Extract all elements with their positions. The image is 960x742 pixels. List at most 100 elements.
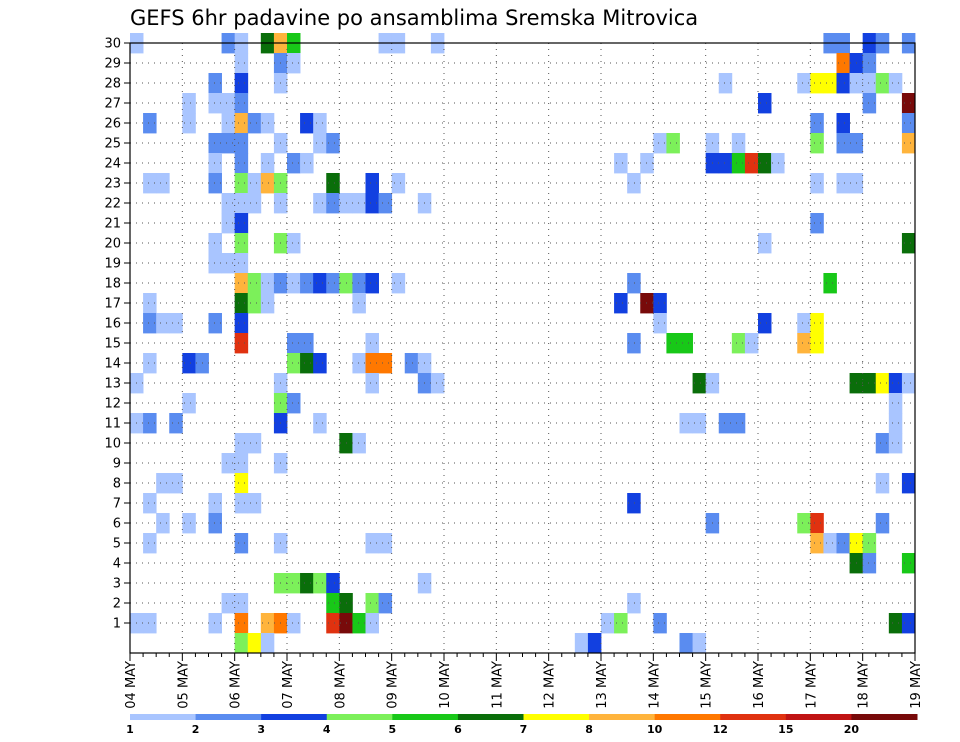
precip-cell (235, 213, 248, 233)
legend-label: 4 (323, 723, 331, 736)
precip-cell (209, 173, 222, 193)
precip-cell (235, 233, 248, 253)
x-tick-label: 07 MAY (281, 661, 296, 709)
x-axis: 04 MAY 05 MAY 06 MAY 07 MAY 08 MAY 09 MAY 10 M… (124, 653, 924, 709)
precip-cell (313, 353, 326, 373)
precip-cell (680, 413, 693, 433)
precip-cell (889, 413, 902, 433)
legend-label: 10 (647, 723, 663, 736)
y-tick-label: 30 (104, 37, 121, 52)
precip-cell (209, 253, 222, 273)
x-tick-label: 09 MAY (386, 661, 401, 709)
y-tick-label: 25 (104, 137, 121, 152)
legend-swatch (392, 714, 458, 720)
y-tick-label: 1 (113, 617, 121, 632)
y-tick-label: 9 (113, 457, 121, 472)
precip-cell (902, 553, 915, 573)
precip-cell (235, 333, 248, 353)
precip-cell (823, 533, 836, 553)
precip-cell (313, 113, 326, 133)
legend-swatch (327, 714, 393, 720)
precip-cell (209, 513, 222, 533)
precip-cell (300, 273, 313, 293)
precip-cell (680, 333, 693, 353)
precip-cell (169, 473, 182, 493)
y-tick-label: 8 (113, 477, 121, 492)
legend-swatch (720, 714, 786, 720)
legend-label: 20 (844, 723, 860, 736)
precip-cell (575, 633, 588, 653)
legend-label: 1 (126, 723, 134, 736)
x-tick-label: 17 MAY (804, 661, 819, 709)
precip-cell (627, 493, 640, 513)
precip-cell (771, 153, 784, 173)
precip-cell (902, 473, 915, 493)
precip-cell (313, 273, 326, 293)
precip-cell (169, 313, 182, 333)
y-tick-label: 27 (104, 97, 121, 112)
y-tick-label: 22 (104, 197, 121, 212)
precip-cell (810, 73, 823, 93)
precip-cell (627, 173, 640, 193)
precip-cell (313, 133, 326, 153)
precip-cell (352, 353, 365, 373)
precip-cell (732, 133, 745, 153)
precip-cell (810, 173, 823, 193)
precip-cell (693, 633, 706, 653)
precip-cell (902, 93, 915, 113)
precip-cell (627, 273, 640, 293)
y-tick-label: 4 (113, 557, 121, 572)
precip-cell (889, 433, 902, 453)
precip-cell (300, 333, 313, 353)
color-legend: 1 2 3 4 5 6 7 8 10 12 15 20 (126, 714, 917, 736)
precip-cell (235, 313, 248, 333)
legend-swatch (589, 714, 655, 720)
precip-cell (156, 513, 169, 533)
legend-label: 5 (389, 723, 397, 736)
y-tick-label: 21 (104, 217, 121, 232)
y-tick-label: 17 (104, 297, 121, 312)
y-tick-label: 28 (104, 77, 121, 92)
y-tick-label: 14 (104, 357, 121, 372)
legend-label: 3 (257, 723, 265, 736)
legend-label: 6 (454, 723, 462, 736)
precip-cell (248, 113, 261, 133)
precip-cell (235, 273, 248, 293)
precip-cell (169, 413, 182, 433)
precipitation-ensemble-chart: GEFS 6hr padavine po ansamblima Sremska … (0, 0, 960, 742)
precip-cell (902, 233, 915, 253)
legend-label: 7 (520, 723, 528, 736)
precip-cell (235, 53, 248, 73)
y-tick-label: 12 (104, 397, 121, 412)
precip-cell (810, 213, 823, 233)
precip-cell (823, 73, 836, 93)
x-tick-label: 19 MAY (909, 661, 924, 709)
precip-cell (235, 453, 248, 473)
precip-cell (601, 613, 614, 633)
precip-cell (235, 173, 248, 193)
x-tick-label: 18 MAY (857, 661, 872, 709)
precip-cell (235, 113, 248, 133)
precip-cell (222, 453, 235, 473)
precip-cell (352, 273, 365, 293)
y-tick-label: 18 (104, 277, 121, 292)
precip-cell (810, 513, 823, 533)
y-tick-label: 15 (104, 337, 121, 352)
precip-cell (588, 633, 601, 653)
precip-cell (810, 133, 823, 153)
y-tick-label: 11 (104, 417, 121, 432)
precip-cell (222, 113, 235, 133)
precip-cell (627, 333, 640, 353)
legend-label: 12 (713, 723, 728, 736)
precip-cell (745, 153, 758, 173)
precip-cell (889, 73, 902, 93)
precip-cell (666, 333, 679, 353)
precip-cell (235, 473, 248, 493)
y-tick-label: 16 (104, 317, 121, 332)
precip-cell (235, 613, 248, 633)
chart-title: GEFS 6hr padavine po ansamblima Sremska … (130, 6, 698, 30)
precip-cell (248, 493, 261, 513)
legend-swatch (458, 714, 524, 720)
precip-cell (352, 433, 365, 453)
precip-cell (352, 193, 365, 213)
